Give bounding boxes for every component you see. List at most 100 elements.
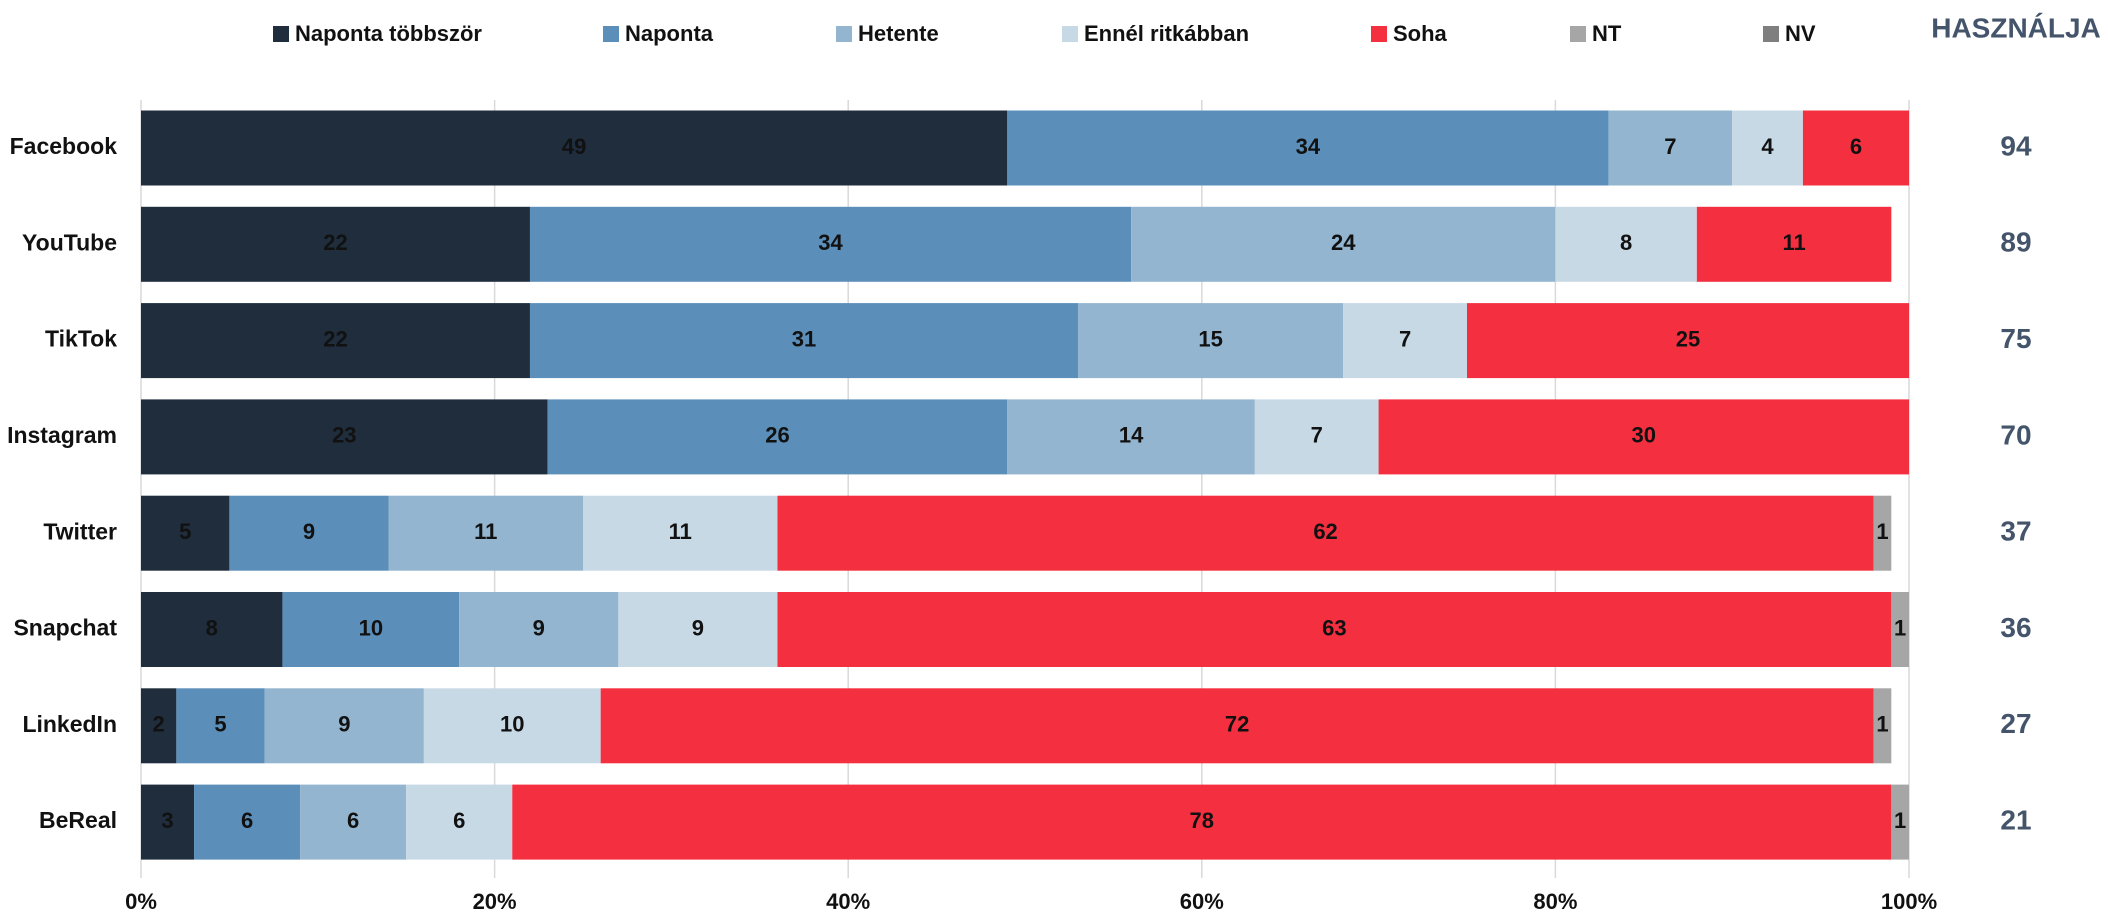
legend-swatch	[1371, 26, 1387, 42]
data-label: 10	[500, 712, 524, 737]
data-label: 9	[533, 615, 545, 640]
data-label: 30	[1632, 423, 1656, 448]
data-label: 78	[1190, 808, 1214, 833]
legend-swatch	[1763, 26, 1779, 42]
bar-segment	[141, 399, 548, 475]
data-label: 11	[474, 519, 497, 544]
bar-segment	[600, 688, 1874, 764]
data-label: 7	[1664, 134, 1676, 159]
bar-segment	[141, 206, 530, 282]
bar-segment	[194, 784, 301, 860]
data-label: 4	[1761, 134, 1774, 159]
category-label: Facebook	[10, 133, 118, 159]
x-tick-label: 0%	[125, 889, 157, 914]
usage-value: 70	[2000, 419, 2031, 450]
data-label: 23	[332, 423, 356, 448]
category-label: Snapchat	[13, 615, 117, 641]
data-label: 3	[161, 808, 173, 833]
bar-segment	[1802, 110, 1909, 186]
legend-label: Ennél ritkábban	[1084, 21, 1249, 46]
bar-segment	[1608, 110, 1733, 186]
data-label: 9	[692, 615, 704, 640]
bar-segment	[1078, 303, 1344, 379]
x-tick-label: 20%	[473, 889, 517, 914]
bar-segment	[229, 495, 389, 571]
bar-segment	[1254, 399, 1379, 475]
data-label: 63	[1322, 615, 1346, 640]
data-label: 7	[1311, 423, 1323, 448]
data-label: 31	[792, 326, 816, 351]
bar-segment	[1873, 688, 1892, 764]
bar-segment	[1378, 399, 1909, 475]
bar-segment	[618, 592, 778, 667]
legend-swatch	[1062, 26, 1078, 42]
category-label: YouTube	[22, 229, 117, 255]
usage-value: 37	[2000, 516, 2031, 547]
usage-value: 36	[2000, 612, 2031, 643]
data-label: 14	[1119, 423, 1144, 448]
bar-segment	[1732, 110, 1803, 186]
data-label: 1	[1894, 808, 1906, 833]
bar-segment	[1891, 592, 1909, 667]
bar-segment	[406, 784, 513, 860]
bar-segment	[282, 592, 460, 667]
data-label: 34	[1296, 134, 1321, 159]
bar-segment	[141, 495, 230, 571]
data-label: 72	[1225, 712, 1249, 737]
category-label: BeReal	[39, 807, 117, 833]
category-label: Instagram	[7, 422, 117, 448]
bar-segment	[141, 784, 195, 860]
category-label: Twitter	[43, 518, 117, 544]
data-label: 6	[241, 808, 253, 833]
bar-segment	[1555, 206, 1697, 282]
legend-swatch	[273, 26, 289, 42]
data-label: 6	[1850, 134, 1862, 159]
bar-segment	[529, 303, 1079, 379]
bar-segment	[1696, 206, 1892, 282]
data-label: 25	[1676, 326, 1700, 351]
bar-segment	[141, 592, 283, 667]
bar-segment	[777, 592, 1892, 667]
data-label: 9	[338, 712, 350, 737]
legend-label: NV	[1785, 21, 1816, 46]
data-label: 62	[1313, 519, 1337, 544]
bar-segment	[1467, 303, 1909, 379]
data-label: 22	[323, 230, 347, 255]
legend-label: Hetente	[858, 21, 939, 46]
legend-swatch	[1570, 26, 1586, 42]
data-label: 6	[453, 808, 465, 833]
usage-value: 75	[2000, 323, 2031, 354]
data-label: 8	[1620, 230, 1632, 255]
bar-segment	[423, 688, 601, 764]
data-label: 34	[818, 230, 843, 255]
category-label: LinkedIn	[22, 711, 117, 737]
data-label: 10	[359, 615, 383, 640]
bar-segment	[459, 592, 619, 667]
data-label: 24	[1331, 230, 1356, 255]
bar-segment	[141, 110, 1008, 186]
bar-segment	[300, 784, 407, 860]
usage-value: 94	[2000, 130, 2032, 161]
data-label: 22	[323, 326, 347, 351]
data-label: 5	[214, 712, 226, 737]
data-label: 26	[765, 423, 789, 448]
category-label: TikTok	[45, 326, 117, 352]
data-label: 9	[303, 519, 315, 544]
data-label: 11	[1782, 230, 1805, 255]
bar-segment	[547, 399, 1008, 475]
usage-header: HASZNÁLJA	[1931, 12, 2101, 43]
data-label: 8	[206, 615, 218, 640]
data-label: 11	[669, 519, 692, 544]
bar-segment	[1131, 206, 1556, 282]
bar-segment	[264, 688, 424, 764]
usage-value: 89	[2000, 227, 2031, 258]
x-tick-label: 40%	[826, 889, 870, 914]
data-label: 49	[562, 134, 586, 159]
x-tick-label: 100%	[1881, 889, 1937, 914]
data-label: 1	[1876, 519, 1888, 544]
x-tick-label: 80%	[1533, 889, 1577, 914]
usage-value: 21	[2000, 804, 2031, 835]
legend-label: Naponta	[625, 21, 714, 46]
bar-segment	[141, 303, 530, 379]
